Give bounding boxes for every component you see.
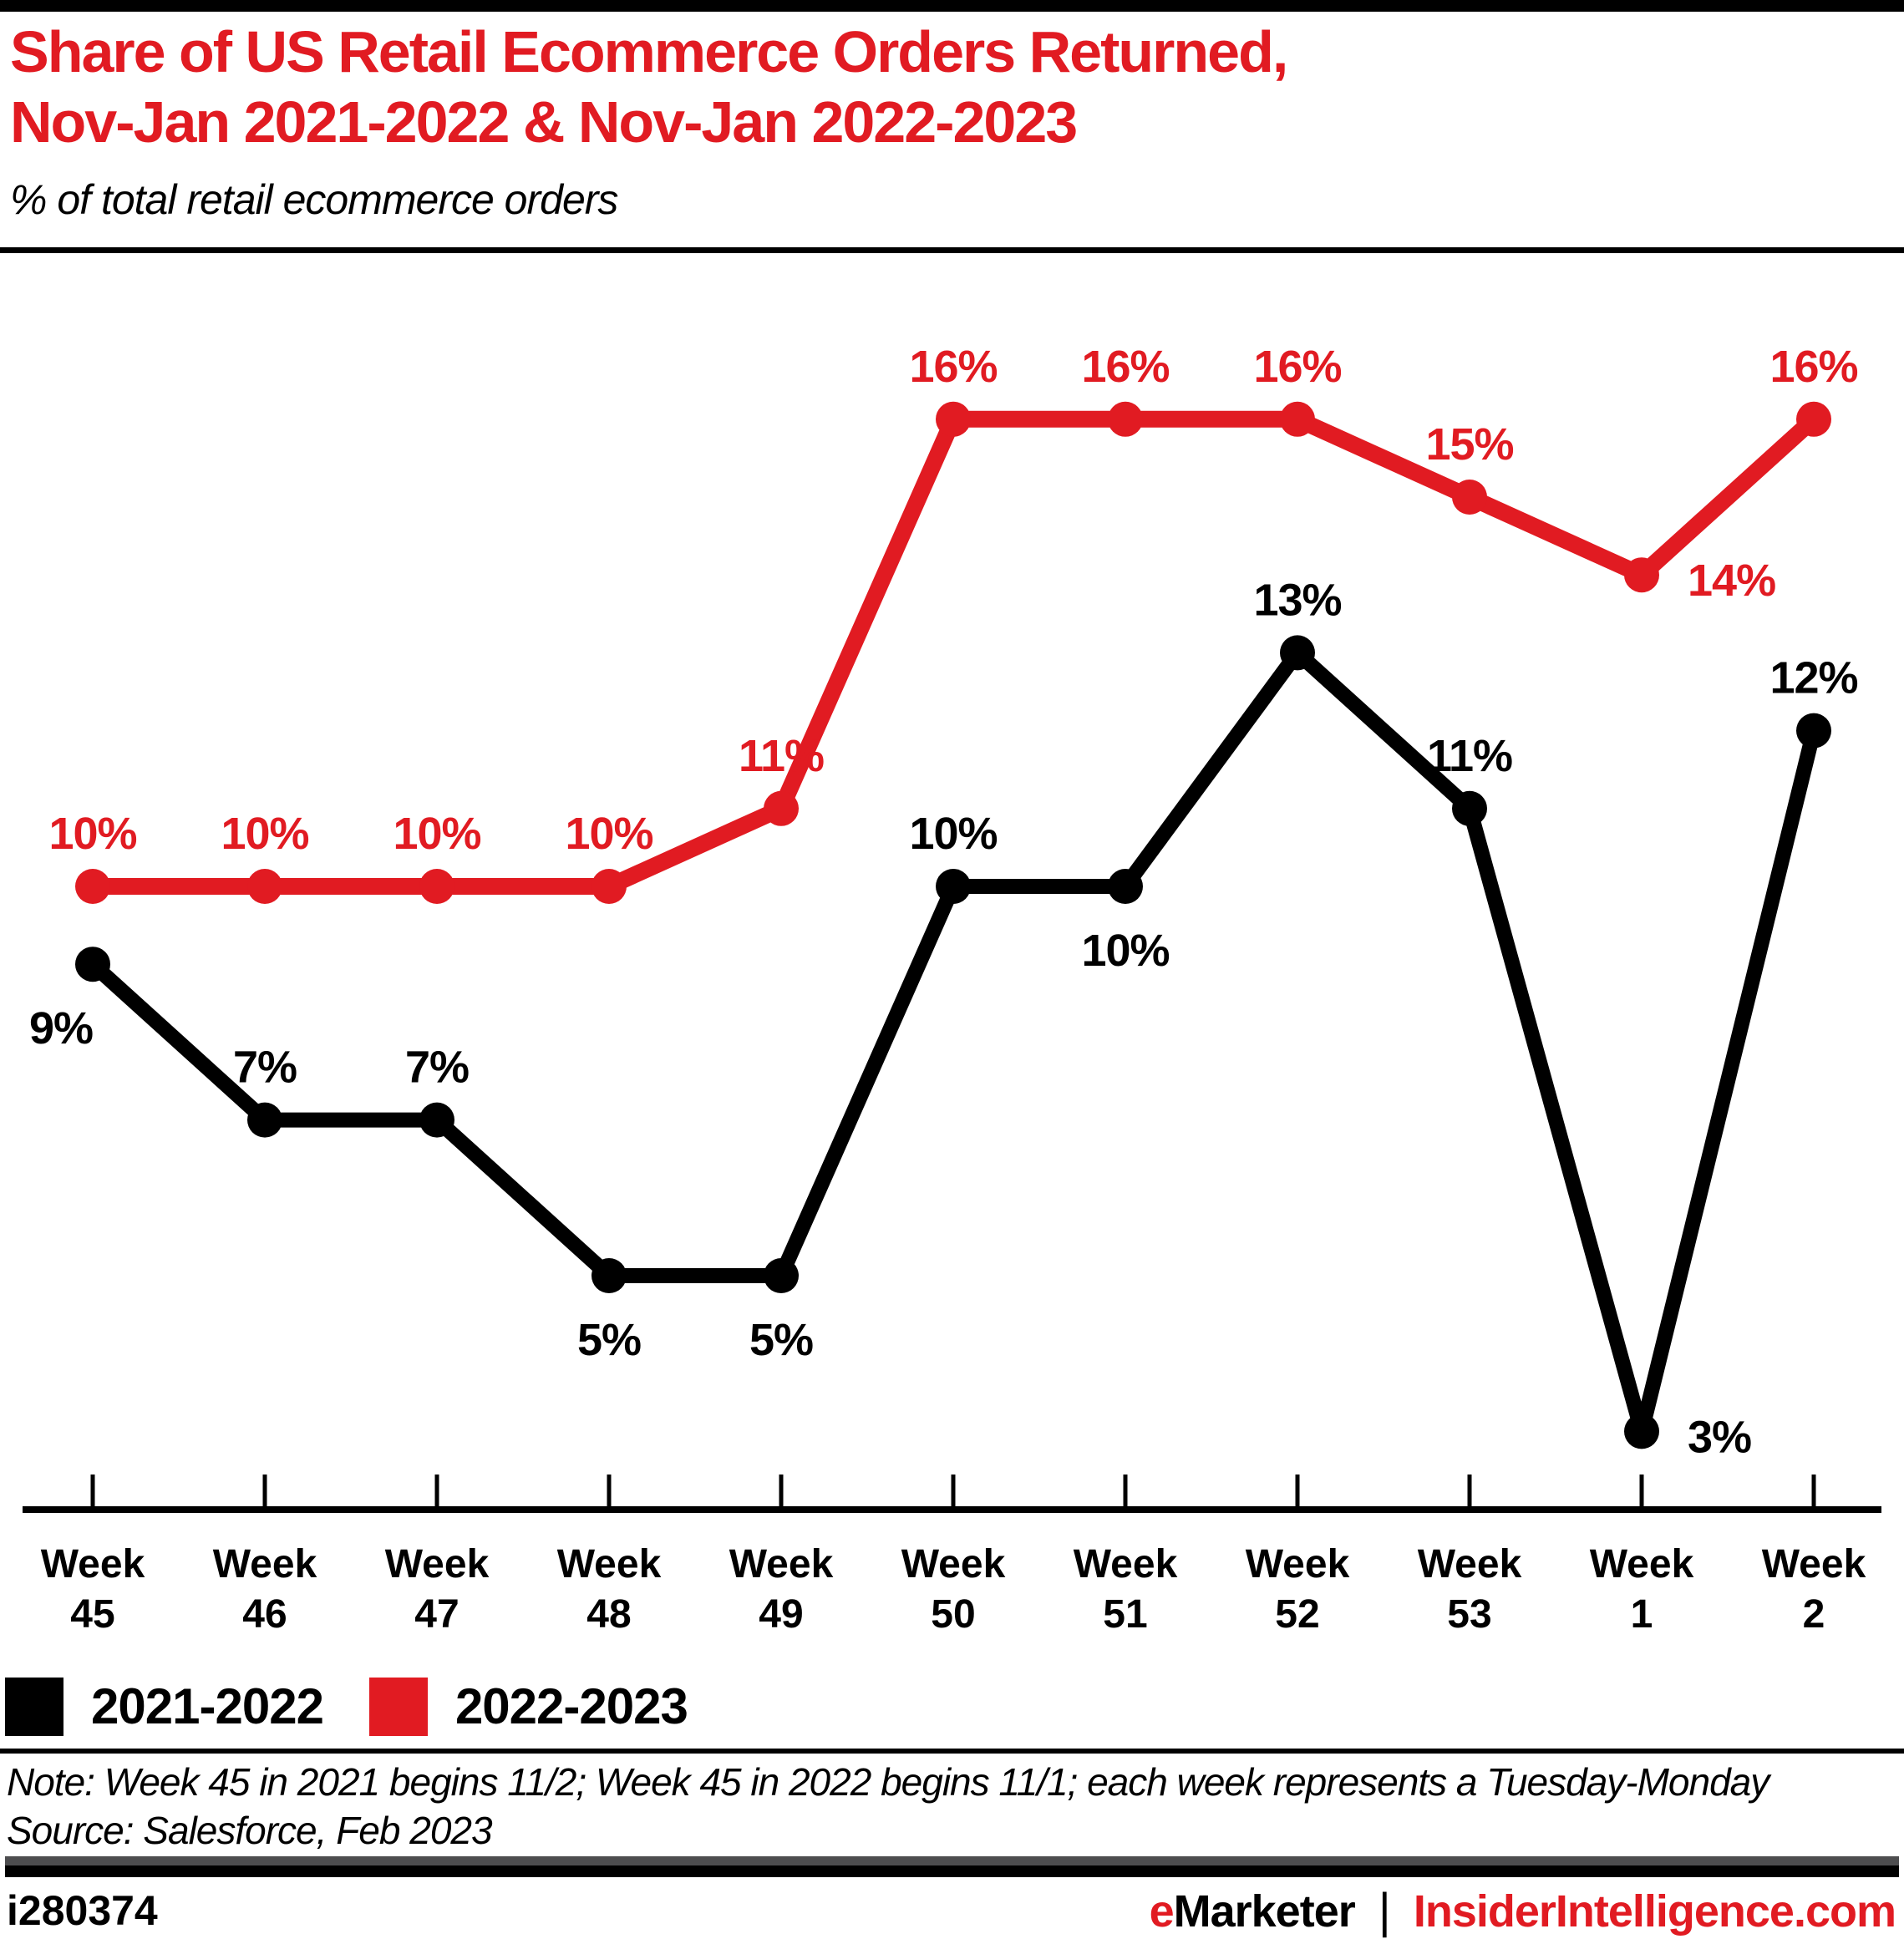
data-label-2022-2023: 11% — [739, 731, 824, 781]
data-label-2021-2022: 10% — [1081, 926, 1169, 976]
data-point-2022-2023 — [247, 869, 282, 904]
series-line-2021-2022 — [87, 645, 1821, 1439]
brand-e: e — [1149, 1886, 1175, 1936]
data-label-2022-2023: 16% — [1253, 342, 1341, 392]
data-label-2021-2022: 5% — [577, 1315, 641, 1365]
x-axis-label: Week 48 — [557, 1542, 662, 1637]
data-point-2022-2023 — [419, 869, 454, 904]
data-label-2021-2022: 3% — [1688, 1412, 1751, 1462]
data-label-2022-2023: 10% — [48, 809, 136, 859]
chart-subtitle: % of total retail ecommerce orders — [10, 176, 618, 223]
data-point-2022-2023 — [75, 869, 110, 904]
legend-item-2022-2023: 2022-2023 — [368, 1678, 688, 1736]
legend-item-2021-2022: 2021-2022 — [5, 1678, 324, 1736]
x-axis-tick — [1467, 1475, 1472, 1510]
x-axis-label: Week 51 — [1074, 1542, 1178, 1637]
x-axis-label: Week 1 — [1590, 1542, 1694, 1637]
chart-area: Week 45 Week 46 Week 47 Week 48 Week 49 Week 50 Week… — [0, 259, 1904, 1637]
legend-label-2022-2023: 2022-2023 — [454, 1678, 688, 1734]
top-bar — [0, 0, 1904, 12]
data-label-2021-2022: 7% — [233, 1043, 297, 1093]
data-point-2021-2022 — [764, 1258, 799, 1293]
data-point-2022-2023 — [1796, 401, 1831, 437]
chart-title-line1: Share of US Retail Ecommerce Orders Retu… — [10, 19, 1288, 84]
chart-title: Share of US Retail Ecommerce Orders Retu… — [10, 17, 1890, 157]
x-axis-label: Week 50 — [901, 1542, 1006, 1637]
x-axis-tick — [1811, 1475, 1816, 1510]
x-axis-tick — [1123, 1475, 1128, 1510]
footer-gray-bar — [5, 1856, 1899, 1865]
x-axis-label: Week 47 — [385, 1542, 490, 1637]
data-point-2022-2023 — [1452, 480, 1487, 515]
data-label-2022-2023: 16% — [1769, 342, 1857, 392]
x-axis-tick — [1639, 1475, 1644, 1510]
data-point-2021-2022 — [1796, 713, 1831, 749]
x-axis-tick — [1295, 1475, 1300, 1510]
data-point-2021-2022 — [592, 1258, 627, 1293]
legend: 2021-2022 2022-2023 — [5, 1678, 688, 1736]
legend-swatch-black — [5, 1678, 63, 1736]
x-axis-tick — [951, 1475, 956, 1510]
data-label-2022-2023: 10% — [393, 809, 480, 859]
data-point-2022-2023 — [592, 869, 627, 904]
footer-black-bar — [5, 1865, 1899, 1877]
data-label-2022-2023: 16% — [1081, 342, 1169, 392]
data-label-2021-2022: 13% — [1253, 575, 1341, 625]
x-axis-tick — [434, 1475, 439, 1510]
x-axis-label: Week 53 — [1418, 1542, 1522, 1637]
data-point-2021-2022 — [936, 869, 971, 904]
chart-id: i280374 — [7, 1887, 158, 1934]
data-point-2021-2022 — [1108, 869, 1143, 904]
data-label-2021-2022: 11% — [1427, 731, 1512, 781]
brand-site-link[interactable]: InsiderIntelligence.com — [1413, 1886, 1896, 1936]
note-text: Note: Week 45 in 2021 begins 11/2; Week … — [7, 1760, 1769, 1804]
data-point-2022-2023 — [764, 790, 799, 826]
legend-label-2021-2022: 2021-2022 — [91, 1678, 324, 1734]
brand-marketer: Marketer — [1173, 1886, 1356, 1936]
data-label-2022-2023: 15% — [1425, 419, 1513, 470]
x-axis-label: Week 2 — [1762, 1542, 1866, 1637]
brand-separator: | — [1378, 1884, 1391, 1938]
data-point-2021-2022 — [1280, 635, 1315, 671]
line-chart: Week 45 Week 46 Week 47 Week 48 Week 49 Week 50 Week… — [23, 342, 1881, 1637]
data-point-2021-2022 — [75, 947, 110, 982]
x-axis-tick — [90, 1475, 95, 1510]
x-axis-tick — [262, 1475, 267, 1510]
source-text: Source: Salesforce, Feb 2023 — [7, 1809, 493, 1852]
x-axis-label: Week 46 — [213, 1542, 317, 1637]
data-label-2021-2022: 10% — [909, 809, 997, 859]
data-point-2021-2022 — [419, 1102, 454, 1138]
x-axis-tick — [607, 1475, 612, 1510]
x-axis-label: Week 52 — [1246, 1542, 1350, 1637]
data-point-2022-2023 — [1624, 557, 1659, 593]
data-label-2021-2022: 5% — [749, 1315, 813, 1365]
note-block: Note: Week 45 in 2021 begins 11/2; Week … — [7, 1758, 1899, 1855]
data-point-2022-2023 — [1108, 401, 1143, 437]
data-label-2022-2023: 10% — [221, 809, 308, 859]
brand-emarketer: eMarketer — [1149, 1886, 1356, 1937]
chart-title-line2: Nov-Jan 2021-2022 & Nov-Jan 2022-2023 — [10, 89, 1078, 155]
divider-top — [0, 247, 1904, 253]
data-point-2021-2022 — [247, 1102, 282, 1138]
footer-brand: eMarketer | InsiderIntelligence.com — [1150, 1883, 1896, 1939]
data-label-2021-2022: 7% — [405, 1043, 469, 1093]
data-label-2022-2023: 16% — [909, 342, 997, 392]
x-axis-tick — [779, 1475, 784, 1510]
x-axis-label: Week 45 — [41, 1542, 145, 1637]
x-axis-label: Week 49 — [729, 1542, 834, 1637]
legend-swatch-red — [368, 1678, 428, 1736]
data-label-2021-2022: 9% — [29, 1003, 93, 1053]
data-label-2021-2022: 12% — [1769, 653, 1857, 703]
divider-note — [0, 1749, 1904, 1754]
data-point-2022-2023 — [936, 401, 971, 437]
data-label-2022-2023: 14% — [1688, 556, 1775, 606]
data-label-2022-2023: 10% — [565, 809, 652, 859]
data-point-2021-2022 — [1624, 1414, 1659, 1449]
data-point-2022-2023 — [1280, 401, 1315, 437]
data-point-2021-2022 — [1452, 790, 1487, 826]
